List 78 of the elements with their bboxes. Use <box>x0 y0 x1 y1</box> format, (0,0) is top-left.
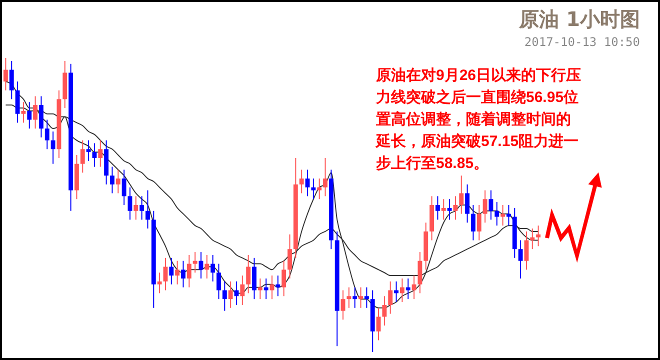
candlestick <box>21 102 26 124</box>
candlestick <box>44 119 50 150</box>
candlestick <box>317 178 322 200</box>
candlestick <box>15 81 20 124</box>
candlestick <box>305 169 310 197</box>
candlestick <box>518 240 523 279</box>
candlestick <box>536 225 541 247</box>
candlestick <box>323 157 328 197</box>
candlestick <box>282 260 286 297</box>
candlestick <box>110 166 114 194</box>
candlestick <box>146 190 150 230</box>
candlestick <box>86 140 91 162</box>
candlestick <box>453 196 458 220</box>
candlestick <box>488 190 494 220</box>
candlestick <box>192 252 198 274</box>
candlestick <box>288 234 292 279</box>
candlestick <box>186 254 192 288</box>
candlestick <box>204 254 210 279</box>
candlestick <box>175 260 180 285</box>
text: 2017-10-13 10:50 <box>524 35 640 49</box>
chart-title: 原油 1小时图 <box>518 7 640 31</box>
candlestick <box>80 140 85 174</box>
candlestick <box>181 260 186 288</box>
candlestick <box>222 280 227 312</box>
candlestick <box>358 286 363 308</box>
candlestick <box>364 286 369 308</box>
candlestick <box>134 196 138 220</box>
candlestick <box>98 140 103 168</box>
candlestick <box>447 198 452 220</box>
candlestick <box>476 204 482 241</box>
candlestick <box>530 228 535 250</box>
candlestick <box>240 275 245 306</box>
candlestick <box>228 280 233 308</box>
candlestick <box>465 184 470 224</box>
candlestick <box>494 202 500 226</box>
candlestick <box>482 190 488 224</box>
candlestick <box>33 96 38 130</box>
candlestick <box>270 275 274 300</box>
candlestick <box>258 278 262 300</box>
candlestick <box>140 196 144 220</box>
candlestick <box>128 186 132 220</box>
candlestick <box>459 175 464 214</box>
candlestick <box>264 278 268 300</box>
candlestick <box>246 254 251 294</box>
annotation: 原油在对9月26日以来的下行压力线突破之后一直围绕56.95位置高位调整，随着调整时间的延长，原油突破57.15阻力进一步上行至58.85。 <box>375 67 582 172</box>
candlestick <box>27 102 32 130</box>
candlestick <box>435 196 440 220</box>
candlestick <box>500 204 506 226</box>
candlestick <box>346 286 352 308</box>
candlestick <box>276 275 280 297</box>
candlestick <box>38 96 44 138</box>
candlestick <box>92 142 97 168</box>
candlestick <box>210 254 216 282</box>
candlestick <box>340 290 346 320</box>
candlestick <box>116 169 120 194</box>
candlestick <box>441 198 446 220</box>
candlestick <box>376 307 381 341</box>
candlestick <box>406 278 410 300</box>
candlestick <box>299 169 304 194</box>
candlestick <box>163 257 168 291</box>
candlestick <box>382 296 387 326</box>
candlestick <box>412 275 416 300</box>
candlestick <box>169 257 174 285</box>
candlestick <box>122 169 126 206</box>
candlestick <box>352 286 358 308</box>
candlestick <box>157 272 162 294</box>
candlestick <box>418 252 422 294</box>
candlestick <box>524 230 529 270</box>
candlestick <box>470 204 476 241</box>
candlestick <box>506 204 511 226</box>
candlestick <box>388 280 393 314</box>
candlestick <box>3 58 8 91</box>
candlestick <box>400 278 404 303</box>
candlestick <box>216 263 221 300</box>
candlestick <box>50 131 56 164</box>
candlestick <box>311 178 316 200</box>
candlestick <box>252 257 256 300</box>
candlestick <box>9 60 14 100</box>
